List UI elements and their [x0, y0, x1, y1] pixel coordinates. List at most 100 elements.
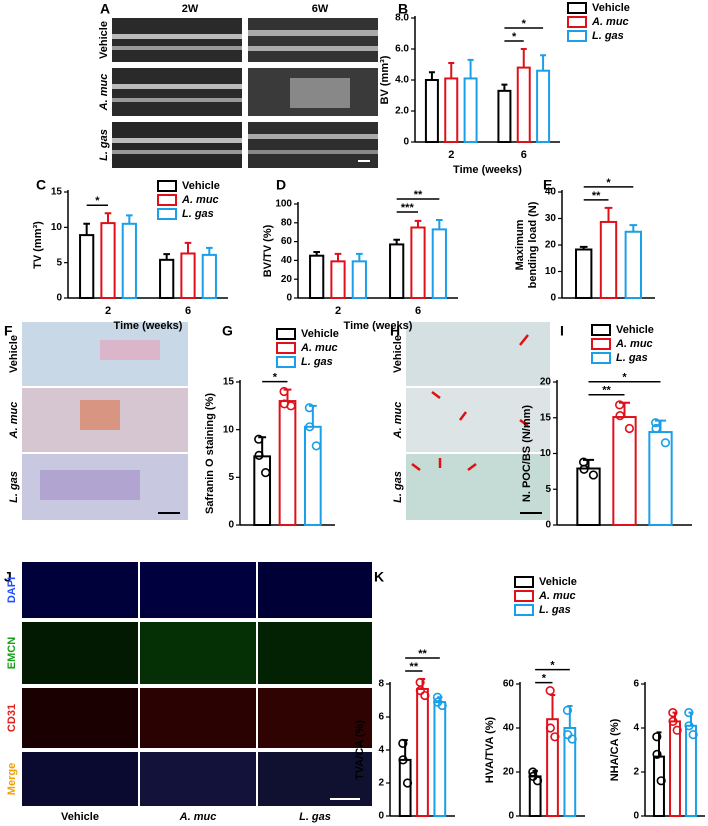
error-bar	[579, 245, 588, 250]
row-label: A. muc	[392, 402, 404, 440]
data-point	[305, 422, 315, 432]
y-tick-label: 20	[540, 377, 552, 388]
row-label: Vehicle	[98, 21, 110, 59]
bar	[444, 77, 459, 143]
error-bar	[520, 48, 527, 68]
bar	[79, 234, 95, 300]
data-point	[261, 467, 271, 478]
image	[140, 562, 256, 618]
image	[112, 122, 242, 168]
bar	[497, 89, 512, 143]
legend-label: L. gas	[539, 604, 571, 616]
legend-label: L. gas	[301, 356, 333, 368]
image	[140, 688, 256, 748]
y-axis-label: BV/TV (%)	[262, 224, 274, 277]
data-point	[668, 707, 678, 718]
row-label: EMCN	[6, 637, 18, 669]
y-tick-label: 4	[378, 745, 384, 756]
y-tick-label: 10	[545, 266, 557, 277]
y-tick-label: 40	[281, 255, 293, 266]
x-axis-label: Time (weeks)	[344, 320, 413, 332]
error-bar	[467, 58, 474, 79]
row-label: Vehicle	[8, 335, 20, 373]
data-point	[550, 732, 560, 742]
y-tick-label: 0	[378, 811, 384, 822]
stain	[40, 470, 140, 500]
bone	[112, 46, 242, 50]
error-bar	[393, 238, 400, 245]
bone	[112, 138, 242, 143]
y-tick-label: 0	[508, 811, 514, 822]
data-point	[304, 403, 314, 413]
row-label: L. gas	[98, 129, 110, 161]
image	[406, 322, 550, 386]
micro-ct-images	[112, 18, 378, 168]
image	[140, 622, 256, 684]
bar	[612, 416, 637, 526]
panel-letter: A	[100, 1, 110, 17]
image	[248, 122, 378, 168]
column-label: 6W	[312, 3, 329, 15]
data-point	[684, 707, 694, 718]
x-tick-label: 2	[448, 149, 454, 161]
image	[140, 752, 256, 806]
bone	[290, 78, 350, 108]
y-tick-label: 5	[545, 484, 551, 495]
y-tick-label: 0	[228, 520, 234, 531]
y-tick-label: 2	[633, 767, 639, 778]
error-bar	[414, 219, 422, 228]
y-tick-label: 5	[228, 472, 234, 483]
y-tick-label: 6	[633, 679, 639, 690]
y-tick-label: 2.0	[395, 106, 409, 117]
error-bar	[436, 218, 443, 230]
row-label: A. muc	[8, 402, 20, 440]
bar	[624, 230, 642, 299]
bar	[389, 243, 405, 299]
legend-swatch	[276, 328, 296, 340]
image	[112, 68, 242, 116]
data-point	[652, 749, 662, 760]
image	[258, 562, 372, 618]
bar	[431, 228, 447, 300]
bar	[159, 258, 175, 299]
bar	[410, 226, 426, 299]
bar	[201, 253, 217, 299]
data-point	[437, 700, 447, 711]
bone	[248, 134, 378, 139]
y-tick-label: 20	[545, 240, 557, 251]
y-tick-label: 2	[378, 778, 384, 789]
error-bar	[184, 241, 192, 254]
significance-label: ***	[401, 202, 415, 214]
x-tick-label: 6	[521, 149, 527, 161]
x-tick-label: 2	[335, 305, 341, 317]
y-tick-label: 0	[286, 293, 292, 304]
y-tick-label: 4.0	[395, 75, 409, 86]
image	[406, 388, 550, 452]
column-label: Vehicle	[61, 811, 99, 823]
y-axis-label: TV (mm³)	[32, 221, 44, 269]
legend-swatch	[567, 16, 587, 28]
row-label: L. gas	[392, 471, 404, 503]
significance-label: *	[622, 372, 627, 384]
bone	[248, 46, 378, 51]
bar	[303, 425, 322, 527]
legend-swatch	[591, 324, 611, 336]
data-point	[672, 725, 682, 735]
panel-letter: J	[4, 569, 12, 585]
bone	[248, 150, 378, 154]
data-point	[688, 729, 698, 740]
legend-label: L. gas	[616, 352, 648, 364]
error-bar	[540, 54, 547, 71]
panel-letter: D	[276, 177, 286, 193]
bar	[463, 77, 478, 143]
bar	[433, 701, 447, 818]
significance-label: *	[606, 177, 611, 189]
y-axis-label: BV (mm³)	[379, 55, 391, 104]
y-tick-label: 4	[633, 723, 639, 734]
y-axis-label: Safranin O staining (%)	[204, 393, 216, 514]
y-tick-label: 8.0	[395, 13, 409, 24]
error-bar	[549, 694, 556, 720]
bar	[424, 79, 439, 143]
x-tick-label: 6	[185, 305, 191, 317]
